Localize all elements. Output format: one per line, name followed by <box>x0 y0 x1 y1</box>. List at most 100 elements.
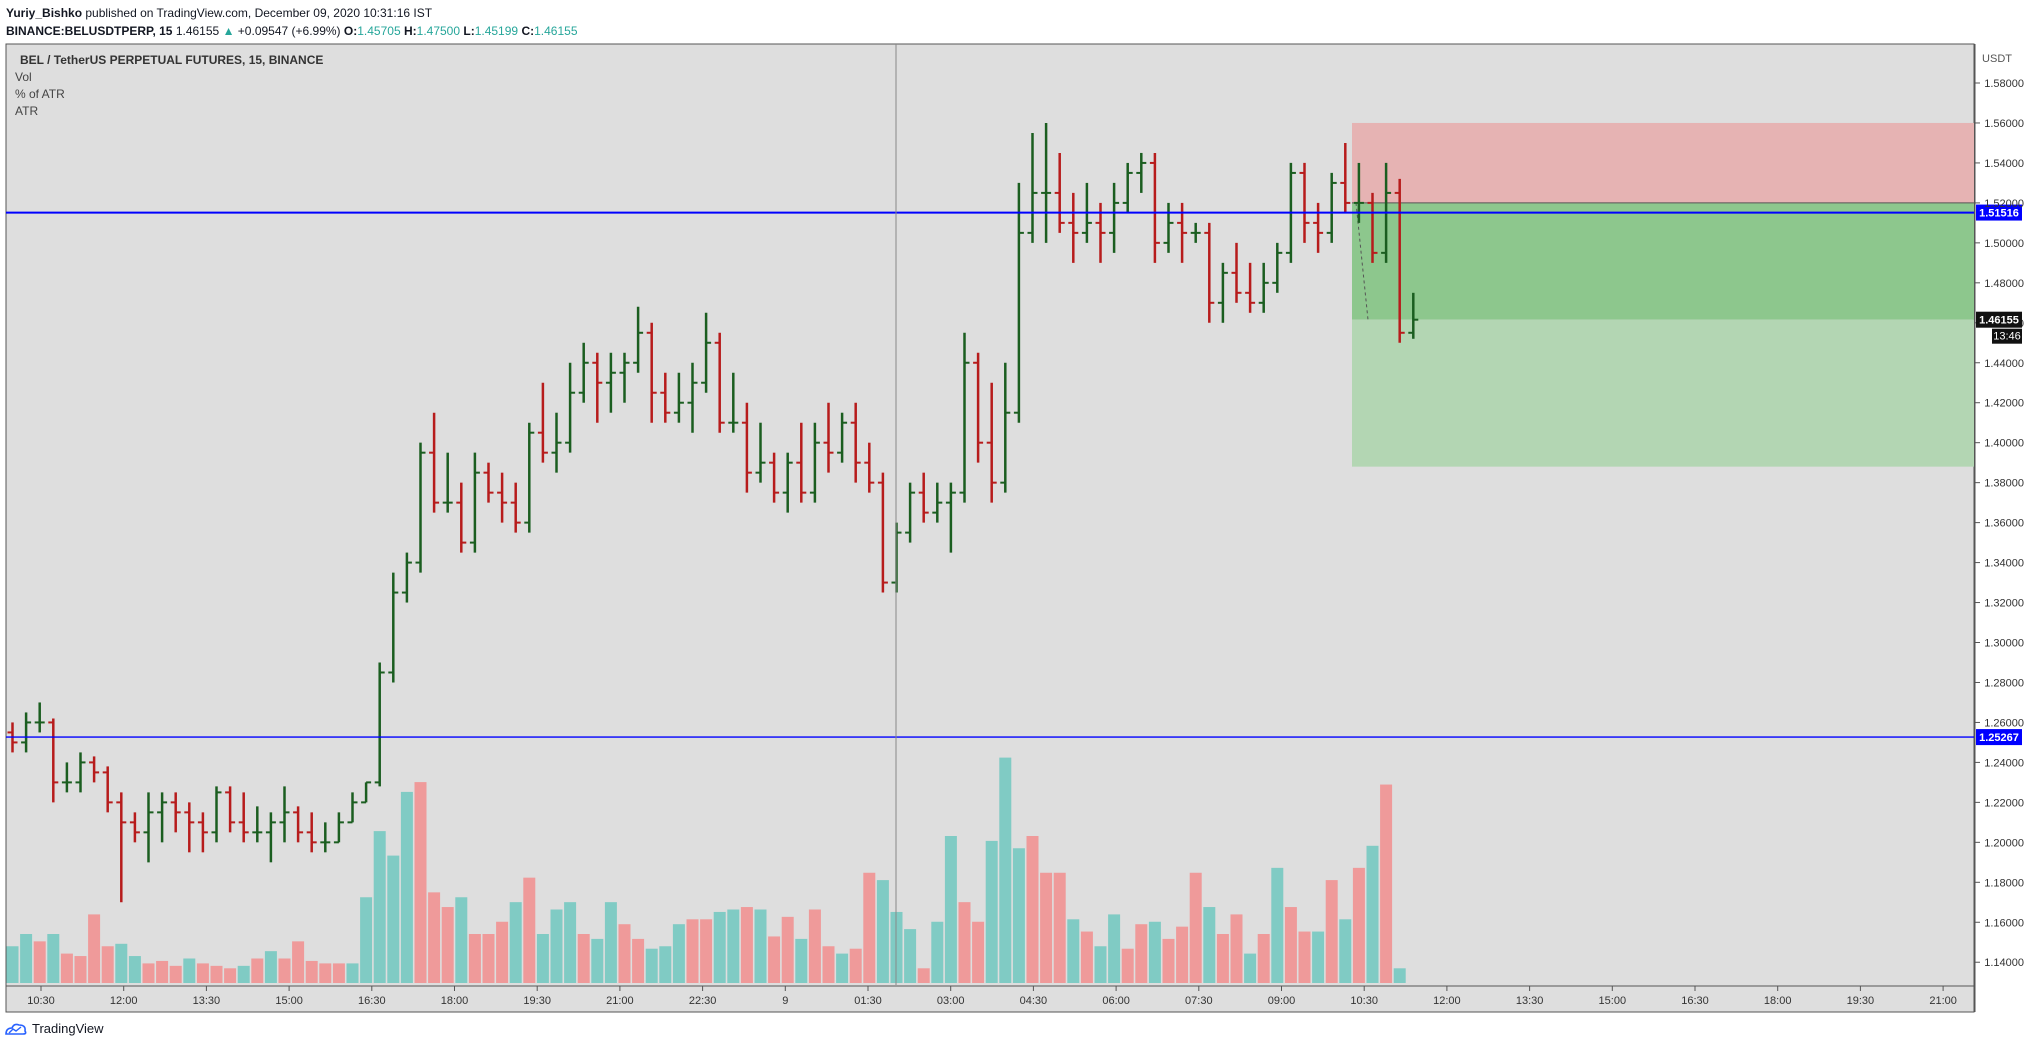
ohlc-bar[interactable] <box>918 472 929 523</box>
ohlc-bar[interactable] <box>1190 222 1201 243</box>
ohlc-bar[interactable] <box>850 402 861 483</box>
legend-atr-percent[interactable]: % of ATR <box>15 87 65 101</box>
ohlc-bar[interactable] <box>986 382 997 503</box>
ohlc-bar[interactable] <box>932 482 943 523</box>
ohlc-bar[interactable] <box>157 792 168 843</box>
ohlc-bar[interactable] <box>1217 262 1228 323</box>
ohlc-bar[interactable] <box>837 412 848 463</box>
ohlc-bar[interactable] <box>333 812 344 844</box>
ohlc-bar[interactable] <box>429 412 440 513</box>
ohlc-bar[interactable] <box>1163 202 1174 253</box>
profit-zone-filled[interactable] <box>1352 202 1974 320</box>
ohlc-bar[interactable] <box>483 462 494 503</box>
ohlc-bar[interactable] <box>741 402 752 493</box>
ohlc-bar[interactable] <box>252 806 263 843</box>
tradingview-logo-icon[interactable] <box>4 1022 28 1036</box>
ohlc-bar[interactable] <box>34 702 45 733</box>
ohlc-bar[interactable] <box>592 352 603 423</box>
ohlc-bar[interactable] <box>1258 262 1269 313</box>
ohlc-bar[interactable] <box>1272 242 1283 293</box>
ohlc-bar[interactable] <box>347 792 358 824</box>
ohlc-bar[interactable] <box>1340 142 1351 213</box>
ohlc-bar[interactable] <box>1299 162 1310 243</box>
ohlc-bar[interactable] <box>1408 292 1419 339</box>
ohlc-bar[interactable] <box>1204 222 1215 323</box>
ohlc-bar[interactable] <box>265 812 276 863</box>
ohlc-bar[interactable] <box>1041 122 1052 243</box>
legend-volume[interactable]: Vol <box>15 70 32 84</box>
ohlc-bar[interactable] <box>714 332 725 433</box>
ohlc-bar[interactable] <box>578 342 589 403</box>
ohlc-bar[interactable] <box>1109 182 1120 253</box>
ohlc-bar[interactable] <box>1013 182 1024 423</box>
ohlc-bar[interactable] <box>728 372 739 433</box>
ohlc-bar[interactable] <box>442 452 453 513</box>
ohlc-bar[interactable] <box>293 806 304 843</box>
ohlc-bar[interactable] <box>225 786 236 833</box>
ohlc-bar[interactable] <box>361 781 372 804</box>
ohlc-bar[interactable] <box>116 792 127 903</box>
ohlc-bar[interactable] <box>1027 132 1038 243</box>
ohlc-bar[interactable] <box>469 452 480 553</box>
ohlc-bar[interactable] <box>1245 262 1256 313</box>
ohlc-bar[interactable] <box>61 762 72 793</box>
ohlc-bar[interactable] <box>48 718 59 803</box>
ohlc-bar[interactable] <box>864 442 875 493</box>
ohlc-bar[interactable] <box>374 662 385 787</box>
ohlc-bar[interactable] <box>238 792 249 843</box>
footer-brand[interactable]: TradingView <box>32 1021 104 1036</box>
ohlc-bar[interactable] <box>945 482 956 553</box>
ohlc-bar[interactable] <box>782 452 793 513</box>
ohlc-bar[interactable] <box>809 422 820 503</box>
stop-loss-zone[interactable] <box>1352 122 1974 203</box>
ohlc-bar[interactable] <box>973 352 984 463</box>
ohlc-bar[interactable] <box>905 482 916 543</box>
ohlc-bar[interactable] <box>1054 152 1065 233</box>
ohlc-bar[interactable] <box>687 362 698 433</box>
ohlc-bar[interactable] <box>306 812 317 853</box>
ohlc-bar[interactable] <box>1394 178 1405 343</box>
ohlc-bar[interactable] <box>1149 152 1160 263</box>
ohlc-bar[interactable] <box>211 786 222 843</box>
ohlc-bar[interactable] <box>456 482 467 553</box>
ohlc-bar[interactable] <box>279 786 290 843</box>
ohlc-bar[interactable] <box>129 812 140 843</box>
ohlc-bar[interactable] <box>170 792 181 833</box>
ohlc-bar[interactable] <box>605 352 616 413</box>
ohlc-bar[interactable] <box>823 402 834 473</box>
ohlc-bar[interactable] <box>633 306 644 373</box>
ohlc-bar[interactable] <box>755 422 766 483</box>
ohlc-bar[interactable] <box>769 452 780 503</box>
ohlc-bar[interactable] <box>877 472 888 593</box>
ohlc-bar[interactable] <box>510 482 521 533</box>
ohlc-bar[interactable] <box>401 552 412 603</box>
ohlc-bar[interactable] <box>796 422 807 503</box>
ohlc-bar[interactable] <box>75 752 86 793</box>
profit-zone-remaining[interactable] <box>1352 319 1974 467</box>
ohlc-bar[interactable] <box>619 352 630 403</box>
ohlc-bar[interactable] <box>1000 362 1011 493</box>
ohlc-bar[interactable] <box>646 322 657 423</box>
ohlc-bar[interactable] <box>673 372 684 423</box>
ohlc-bar[interactable] <box>701 312 712 393</box>
ohlc-bar[interactable] <box>537 382 548 463</box>
ohlc-bar[interactable] <box>415 442 426 573</box>
ohlc-bar[interactable] <box>959 332 970 503</box>
ohlc-bar[interactable] <box>1367 192 1378 263</box>
ohlc-bar[interactable] <box>1231 242 1242 303</box>
ohlc-bar[interactable] <box>1313 202 1324 253</box>
ohlc-bar[interactable] <box>1136 152 1147 193</box>
legend-atr[interactable]: ATR <box>15 104 38 118</box>
ohlc-bar[interactable] <box>388 572 399 683</box>
ohlc-bar[interactable] <box>320 822 331 853</box>
ohlc-bar[interactable] <box>21 712 32 753</box>
ohlc-bar[interactable] <box>143 792 154 863</box>
ohlc-bar[interactable] <box>89 756 100 783</box>
ohlc-bar[interactable] <box>524 422 535 533</box>
ohlc-bar[interactable] <box>565 362 576 453</box>
ohlc-bar[interactable] <box>497 472 508 523</box>
ohlc-bar[interactable] <box>102 766 113 813</box>
ohlc-bar[interactable] <box>197 812 208 853</box>
ohlc-bar[interactable] <box>551 412 562 473</box>
